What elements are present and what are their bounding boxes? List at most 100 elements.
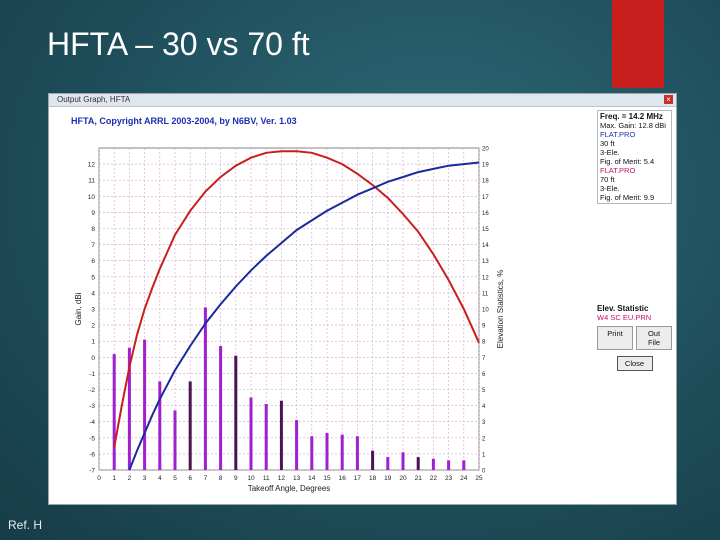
plot-area: HFTA, Copyright ARRL 2003-2004, by N6BV,… — [53, 108, 595, 500]
elevation-bar — [416, 457, 420, 470]
y2-tick-label: 16 — [482, 211, 489, 217]
window-close-icon[interactable]: × — [664, 95, 673, 104]
y-tick-label: -4 — [89, 419, 95, 426]
x-tick-label: 14 — [308, 475, 316, 482]
y-tick-label: 4 — [91, 290, 95, 297]
accent-bar — [612, 0, 664, 88]
elevation-bar — [447, 460, 451, 470]
y2-tick-label: 20 — [482, 147, 489, 153]
elev-statistic-file: W4 SC EU.PRN — [597, 313, 652, 322]
print-button[interactable]: Print — [597, 326, 633, 350]
elevation-bar — [234, 355, 238, 470]
x-tick-label: 25 — [475, 475, 483, 482]
y2-tick-label: 13 — [482, 259, 489, 265]
x-tick-label: 5 — [173, 475, 177, 482]
y-tick-label: -1 — [89, 371, 95, 378]
antenna1-height: 30 ft — [600, 139, 615, 148]
x-tick-label: 1 — [112, 475, 116, 482]
y-tick-label: -3 — [89, 403, 95, 410]
y2-tick-label: 3 — [482, 420, 486, 426]
antenna1-type: 3-Ele. — [600, 148, 620, 157]
elevation-bar — [325, 432, 329, 470]
elevation-bar — [310, 436, 314, 470]
x-tick-label: 12 — [278, 475, 286, 482]
y-tick-label: 0 — [91, 355, 95, 362]
frequency-panel: Freq. = 14.2 MHz Max. Gain: 12.8 dBi FLA… — [597, 110, 672, 204]
y2-tick-label: 11 — [482, 291, 489, 297]
elevation-bar — [431, 458, 435, 470]
elevation-bar — [340, 434, 344, 470]
elevation-bar — [203, 307, 207, 470]
elevation-bar — [355, 436, 359, 470]
button-row: Print Out File — [597, 326, 672, 350]
window-title: Output Graph, HFTA — [57, 95, 131, 104]
x-tick-label: 9 — [234, 475, 238, 482]
y-tick-label: 11 — [88, 178, 95, 185]
max-gain-label: Max. Gain: 12.8 dBi — [600, 121, 666, 130]
x-tick-label: 23 — [445, 475, 453, 482]
slide-title: HFTA – 30 vs 70 ft — [47, 26, 310, 62]
x-tick-label: 2 — [128, 475, 132, 482]
elevation-bar — [371, 450, 375, 470]
y-tick-label: 2 — [91, 323, 95, 330]
x-tick-label: 3 — [143, 475, 147, 482]
elevation-bar — [188, 381, 192, 470]
elevation-bar — [249, 397, 253, 470]
elevation-bar — [143, 339, 147, 470]
elevation-bar — [295, 420, 299, 470]
y2-tick-label: 15 — [482, 227, 489, 233]
x-tick-label: 10 — [247, 475, 255, 482]
y-tick-label: 9 — [91, 210, 95, 217]
antenna2-height: 70 ft — [600, 175, 615, 184]
x-tick-label: 20 — [399, 475, 407, 482]
y2-tick-label: 7 — [482, 356, 486, 362]
x-tick-label: 16 — [339, 475, 347, 482]
y-tick-label: 10 — [88, 194, 96, 201]
y2-tick-label: 12 — [482, 275, 489, 281]
y-tick-label: 7 — [91, 242, 95, 249]
antenna1-file: FLAT.PRO — [600, 130, 636, 139]
chart-title: HFTA, Copyright ARRL 2003-2004, by N6BV,… — [71, 116, 297, 126]
y-tick-label: 6 — [91, 258, 95, 265]
x-tick-label: 21 — [415, 475, 423, 482]
y2-tick-label: 2 — [482, 436, 486, 442]
x-tick-label: 8 — [219, 475, 223, 482]
y-tick-label: -2 — [89, 387, 95, 394]
y2-tick-label: 14 — [482, 243, 489, 249]
elevation-bar — [279, 400, 283, 470]
x-tick-label: 17 — [354, 475, 362, 482]
y2-axis-label: Elevation Statistics, % — [496, 270, 505, 349]
gain-curve-30ft — [113, 150, 480, 448]
elevation-bar — [386, 457, 390, 470]
antenna2-type: 3-Ele. — [600, 184, 620, 193]
y2-tick-label: 5 — [482, 388, 486, 394]
y2-tick-label: 10 — [482, 308, 489, 314]
x-tick-label: 4 — [158, 475, 162, 482]
y-tick-label: 5 — [91, 274, 95, 281]
y2-tick-label: 19 — [482, 163, 489, 169]
frequency-label: Freq. = 14.2 MHz — [600, 112, 663, 121]
y2-tick-label: 18 — [482, 179, 489, 185]
y2-tick-label: 4 — [482, 404, 486, 410]
elevation-bar — [401, 452, 405, 470]
reference-label: Ref. H — [8, 518, 43, 532]
y2-tick-label: 1 — [482, 452, 486, 458]
x-tick-label: 0 — [97, 475, 101, 482]
window-titlebar: Output Graph, HFTA × — [49, 94, 676, 107]
x-tick-label: 15 — [323, 475, 331, 482]
y2-tick-label: 8 — [482, 340, 486, 346]
y-tick-label: 1 — [91, 339, 95, 346]
y2-tick-label: 9 — [482, 324, 486, 330]
hfta-chart: HFTA, Copyright ARRL 2003-2004, by N6BV,… — [71, 116, 505, 493]
elevation-bar — [112, 354, 116, 470]
x-tick-label: 19 — [384, 475, 392, 482]
x-tick-label: 7 — [204, 475, 208, 482]
y-tick-label: 12 — [88, 162, 96, 169]
output-file-button[interactable]: Out File — [636, 326, 672, 350]
elevation-bar — [173, 410, 177, 470]
elevation-bar — [462, 460, 466, 470]
antenna2-merit: Fig. of Merit: 9.9 — [600, 193, 655, 202]
x-axis-label: Takeoff Angle, Degrees — [248, 484, 331, 493]
close-button[interactable]: Close — [616, 356, 653, 371]
y-tick-label: 8 — [91, 226, 95, 233]
